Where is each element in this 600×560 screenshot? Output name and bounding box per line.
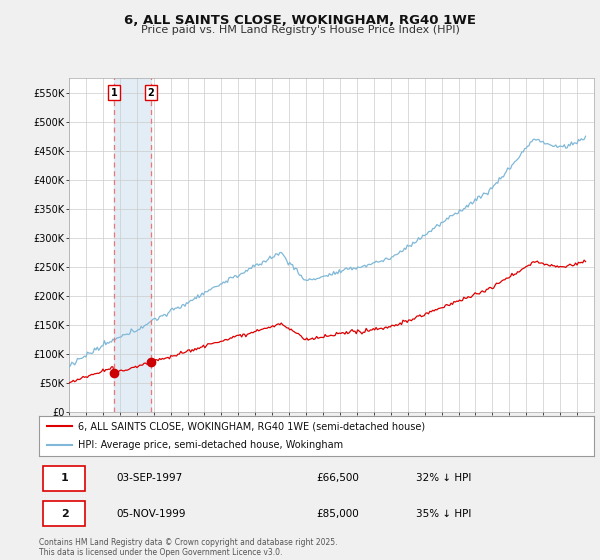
Text: 2: 2 — [61, 508, 68, 519]
Text: £66,500: £66,500 — [317, 473, 359, 483]
Text: Contains HM Land Registry data © Crown copyright and database right 2025.
This d: Contains HM Land Registry data © Crown c… — [39, 538, 337, 557]
Text: Price paid vs. HM Land Registry's House Price Index (HPI): Price paid vs. HM Land Registry's House … — [140, 25, 460, 35]
Text: 32% ↓ HPI: 32% ↓ HPI — [416, 473, 472, 483]
Text: £85,000: £85,000 — [317, 508, 359, 519]
Text: 35% ↓ HPI: 35% ↓ HPI — [416, 508, 472, 519]
Text: 03-SEP-1997: 03-SEP-1997 — [116, 473, 183, 483]
FancyBboxPatch shape — [43, 501, 85, 526]
Text: 05-NOV-1999: 05-NOV-1999 — [116, 508, 186, 519]
Text: 1: 1 — [111, 88, 118, 98]
Bar — [114, 78, 151, 412]
Text: HPI: Average price, semi-detached house, Wokingham: HPI: Average price, semi-detached house,… — [78, 440, 343, 450]
Text: 2: 2 — [148, 88, 154, 98]
Text: 6, ALL SAINTS CLOSE, WOKINGHAM, RG40 1WE: 6, ALL SAINTS CLOSE, WOKINGHAM, RG40 1WE — [124, 14, 476, 27]
Text: 6, ALL SAINTS CLOSE, WOKINGHAM, RG40 1WE (semi-detached house): 6, ALL SAINTS CLOSE, WOKINGHAM, RG40 1WE… — [78, 421, 425, 431]
Text: 1: 1 — [61, 473, 68, 483]
FancyBboxPatch shape — [43, 466, 85, 491]
